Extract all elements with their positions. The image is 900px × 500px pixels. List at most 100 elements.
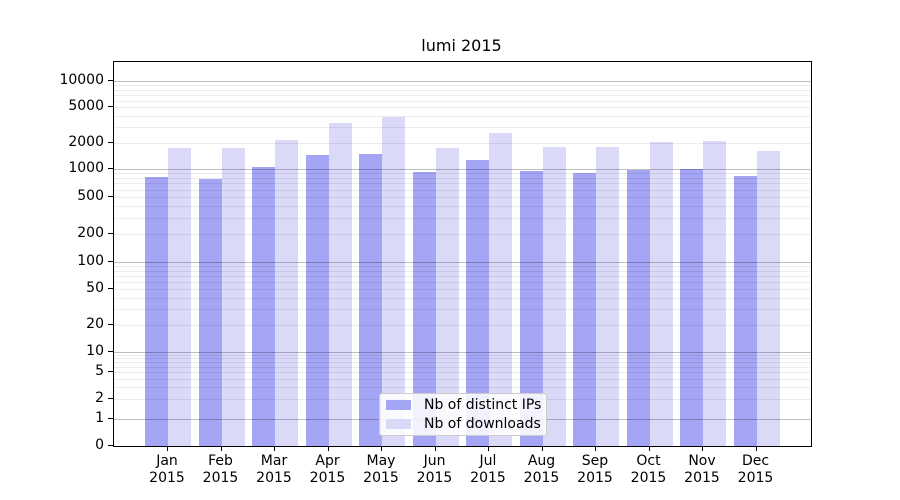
y-tick <box>108 323 113 325</box>
plot-area <box>113 61 812 447</box>
bar-downloads <box>382 117 405 446</box>
x-tick <box>167 446 168 451</box>
minor-gridline <box>114 387 811 389</box>
y-tick <box>108 418 113 419</box>
x-tick <box>327 446 329 451</box>
minor-gridline <box>114 116 811 118</box>
y-tick-label: 0 <box>95 437 104 453</box>
x-tick <box>220 446 222 451</box>
x-tick <box>434 446 436 451</box>
bar-distinct-ips <box>359 153 382 446</box>
bar-distinct-ips <box>466 159 489 446</box>
major-gridline <box>114 81 811 82</box>
legend-swatch-downloads <box>386 418 411 429</box>
legend: Nb of distinct IPs Nb of downloads <box>379 393 547 436</box>
x-tick-label: Jan 2015 <box>149 453 185 486</box>
minor-gridline <box>114 266 811 268</box>
y-tick-label: 10 <box>86 343 104 359</box>
x-tick <box>488 446 489 451</box>
legend-label-distinct-ips: Nb of distinct IPs <box>424 397 542 414</box>
x-tick <box>755 446 757 451</box>
y-tick-label: 1000 <box>68 160 104 176</box>
x-tick <box>381 446 382 451</box>
x-tick <box>274 446 275 451</box>
bar-distinct-ips <box>573 172 596 446</box>
legend-item-downloads: Nb of downloads <box>386 416 546 432</box>
bar-downloads <box>703 140 726 446</box>
minor-gridline <box>114 100 811 102</box>
minor-gridline <box>114 355 811 357</box>
bar-distinct-ips <box>626 169 650 446</box>
y-tick <box>108 233 113 234</box>
bar-downloads <box>275 139 298 446</box>
minor-gridline <box>114 94 811 96</box>
major-gridline <box>114 352 811 353</box>
x-tick-label: Dec 2015 <box>737 453 774 486</box>
y-tick-label: 5000 <box>68 98 104 115</box>
y-tick <box>108 397 113 399</box>
x-tick-label: Mar 2015 <box>256 453 292 486</box>
minor-gridline <box>114 85 811 87</box>
bar-downloads <box>489 133 512 446</box>
bar-downloads <box>328 123 352 446</box>
minor-gridline <box>114 281 811 283</box>
bar-distinct-ips <box>519 170 543 446</box>
bar-distinct-ips <box>252 166 275 446</box>
minor-gridline <box>114 358 811 360</box>
legend-item-distinct-ips: Nb of distinct IPs <box>386 397 546 413</box>
minor-gridline <box>114 297 811 299</box>
y-tick <box>108 261 113 262</box>
y-tick <box>108 80 113 81</box>
bar-downloads <box>435 147 459 446</box>
bar-downloads <box>649 141 673 446</box>
y-tick-label: 20 <box>86 315 104 332</box>
bar-distinct-ips <box>733 175 757 446</box>
x-tick <box>648 446 650 451</box>
x-tick <box>541 446 543 451</box>
x-tick <box>595 446 596 451</box>
y-tick <box>108 141 113 143</box>
minor-gridline <box>114 107 811 109</box>
y-tick <box>108 351 113 352</box>
minor-gridline <box>114 378 811 380</box>
minor-gridline <box>114 324 811 326</box>
y-tick-label: 200 <box>77 225 104 241</box>
x-tick-label: Apr 2015 <box>309 453 346 486</box>
chart-title: lumi 2015 <box>421 36 502 55</box>
minor-gridline <box>114 127 811 128</box>
bar-downloads <box>168 147 191 446</box>
y-tick-label: 500 <box>77 187 104 204</box>
bar-distinct-ips <box>680 169 703 446</box>
y-tick <box>108 445 113 446</box>
y-tick-label: 100 <box>77 253 104 269</box>
minor-gridline <box>114 189 811 191</box>
minor-gridline <box>114 366 811 368</box>
bar-distinct-ips <box>412 171 436 446</box>
bar-distinct-ips <box>305 154 329 446</box>
y-tick-label: 5 <box>95 363 104 380</box>
bar-downloads <box>221 147 245 446</box>
minor-gridline <box>114 196 811 198</box>
bar-downloads <box>596 146 619 446</box>
y-tick <box>108 195 113 197</box>
major-gridline <box>114 169 811 170</box>
x-tick-label: Feb 2015 <box>202 453 239 486</box>
minor-gridline <box>114 173 811 175</box>
minor-gridline <box>114 183 811 185</box>
x-tick-label: Oct 2015 <box>630 453 667 486</box>
legend-label-downloads: Nb of downloads <box>424 415 541 432</box>
y-tick-label: 2 <box>95 389 104 406</box>
minor-gridline <box>114 142 811 144</box>
y-tick-label: 10000 <box>59 72 104 88</box>
y-tick <box>108 106 113 108</box>
bar-distinct-ips <box>145 176 168 446</box>
minor-gridline <box>114 362 811 364</box>
legend-swatch-distinct-ips <box>386 400 411 411</box>
minor-gridline <box>114 89 811 91</box>
y-tick-label: 1 <box>95 410 104 426</box>
y-tick <box>108 371 113 373</box>
y-tick <box>108 288 113 290</box>
minor-gridline <box>114 206 811 207</box>
minor-gridline <box>114 289 811 291</box>
y-tick <box>108 168 113 169</box>
